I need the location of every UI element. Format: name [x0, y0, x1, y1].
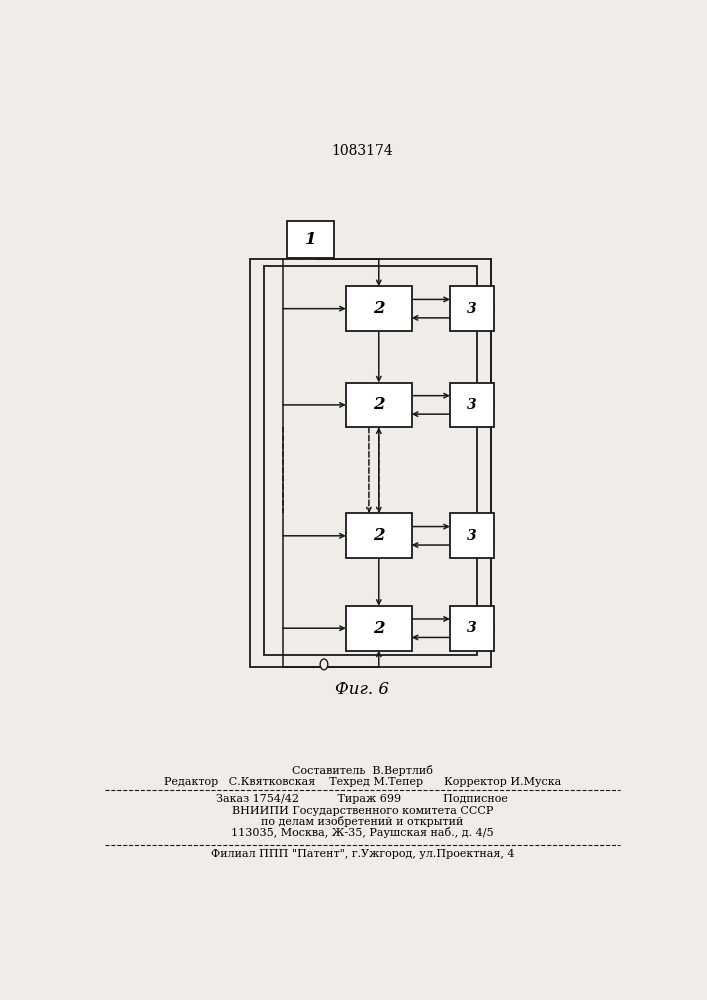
Bar	[450, 383, 493, 427]
Bar	[346, 383, 411, 427]
Text: 1: 1	[305, 231, 316, 248]
Text: 2: 2	[373, 396, 385, 413]
Bar	[450, 606, 493, 651]
Bar	[346, 606, 411, 651]
Text: 3: 3	[467, 398, 477, 412]
Text: 113035, Москва, Ж-35, Раушская наб., д. 4/5: 113035, Москва, Ж-35, Раушская наб., д. …	[231, 827, 493, 838]
Bar	[450, 286, 493, 331]
Text: по делам изобретений и открытий: по делам изобретений и открытий	[261, 816, 464, 827]
Bar	[346, 513, 411, 558]
Text: Заказ 1754/42           Тираж 699            Подписное: Заказ 1754/42 Тираж 699 Подписное	[216, 794, 508, 804]
Text: 2: 2	[373, 527, 385, 544]
Text: 3: 3	[467, 302, 477, 316]
Circle shape	[320, 659, 328, 670]
Text: 2: 2	[373, 620, 385, 637]
Text: Составитель  В.Вертлиб: Составитель В.Вертлиб	[292, 765, 433, 776]
Text: Филиал ППП "Патент", г.Ужгород, ул.Проектная, 4: Филиал ППП "Патент", г.Ужгород, ул.Проек…	[211, 849, 514, 859]
Text: 3: 3	[467, 621, 477, 635]
Bar	[264, 266, 477, 655]
Bar	[346, 286, 411, 331]
Text: 3: 3	[467, 529, 477, 543]
Text: 1083174: 1083174	[332, 144, 393, 158]
Text: Фиг. 6: Фиг. 6	[335, 681, 390, 698]
Text: ВНИИПИ Государственного комитета СССР: ВНИИПИ Государственного комитета СССР	[232, 806, 493, 816]
Bar	[287, 221, 334, 258]
Bar	[450, 513, 493, 558]
Bar	[250, 259, 491, 667]
Text: Редактор   С.Квятковская    Техред М.Тепер      Корректор И.Муска: Редактор С.Квятковская Техред М.Тепер Ко…	[164, 777, 561, 787]
Text: 2: 2	[373, 300, 385, 317]
